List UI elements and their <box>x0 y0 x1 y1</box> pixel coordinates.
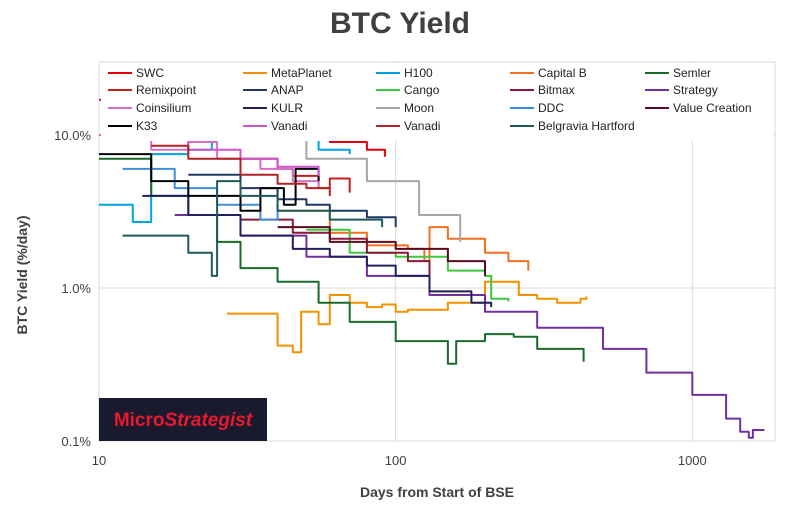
series-line <box>240 218 431 288</box>
legend-label: Coinsilium <box>136 101 191 115</box>
series-line <box>99 153 320 212</box>
series-layer <box>99 98 765 439</box>
legend-label: KULR <box>271 101 303 115</box>
logo-background <box>99 398 267 441</box>
y-tick-label: 1.0% <box>61 281 91 296</box>
series-line <box>306 228 510 302</box>
series-line <box>122 180 384 277</box>
legend <box>101 63 773 141</box>
y-tick-label: 0.1% <box>61 434 91 449</box>
legend-label: Vanadi <box>404 119 440 133</box>
y-tick-label: 10.0% <box>54 128 91 143</box>
legend-label: Value Creation <box>673 101 752 115</box>
ticks: 10 100 1000 0.1% 1.0% 10.0% <box>54 128 707 468</box>
legend-label: SWC <box>136 66 164 80</box>
legend-label: DDC <box>538 101 564 115</box>
y-axis-label: BTC Yield (%/day) <box>14 215 30 334</box>
legend-label: Cango <box>404 83 440 97</box>
legend-label: H100 <box>404 66 433 80</box>
legend-label: Bitmax <box>538 83 575 97</box>
logo-text: MicroStrategist <box>114 410 253 431</box>
x-tick-label: 1000 <box>678 453 707 468</box>
legend-label: Vanadi <box>271 119 307 133</box>
x-axis-label: Days from Start of BSE <box>360 484 514 500</box>
legend-label: MetaPlanet <box>271 66 332 80</box>
legend-label: Capital B <box>538 66 587 80</box>
series-line <box>142 194 493 308</box>
legend-items: SWC MetaPlanet H100 Capital B Semler Remixpoi… <box>108 66 752 133</box>
chart-title: BTC Yield <box>330 7 470 40</box>
legend-label: K33 <box>136 119 158 133</box>
x-tick-label: 10 <box>92 453 106 468</box>
series-line <box>227 280 588 354</box>
legend-label: ANAP <box>271 83 304 97</box>
legend-label: Semler <box>673 66 711 80</box>
legend-label: Belgravia Hartford <box>538 119 635 133</box>
x-tick-label: 100 <box>385 453 407 468</box>
logo: MicroStrategist <box>99 398 267 441</box>
legend-label: Moon <box>404 101 434 115</box>
legend-label: Strategy <box>673 83 718 97</box>
legend-label: Remixpoint <box>136 83 197 97</box>
series-line <box>277 226 486 276</box>
series-line <box>151 144 331 196</box>
